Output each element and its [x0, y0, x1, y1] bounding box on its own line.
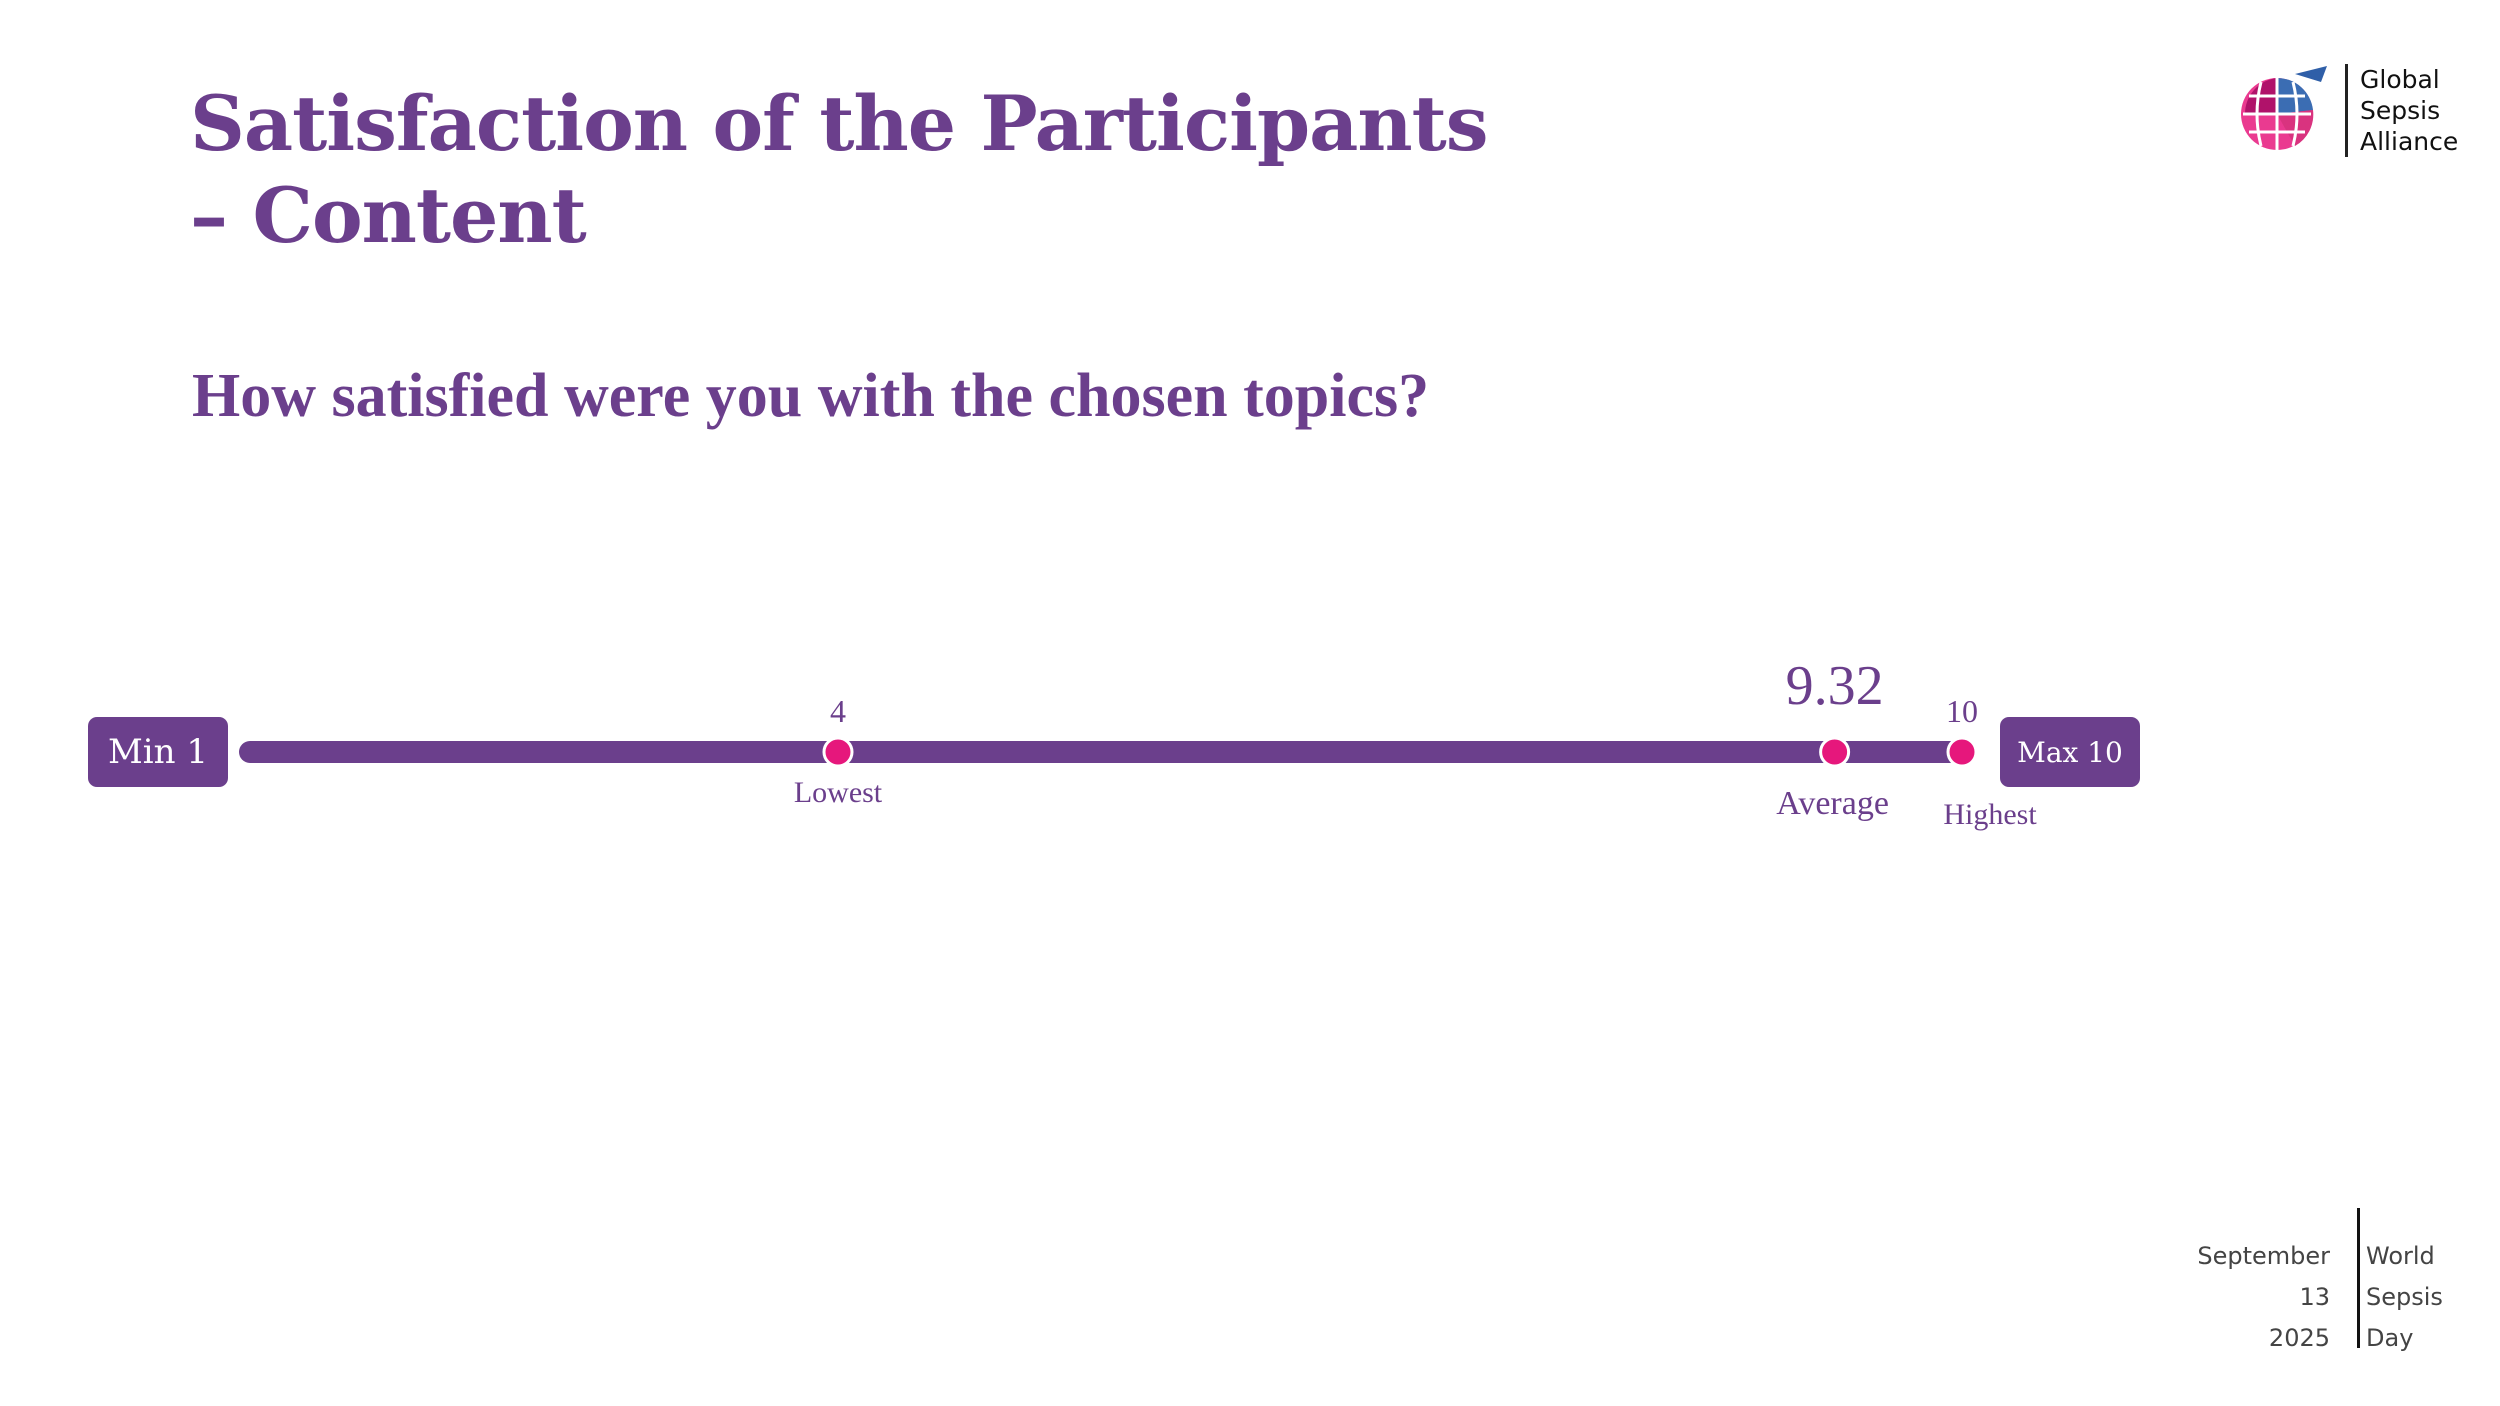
point-marker-highest — [1946, 736, 1978, 768]
footer-divider — [2357, 1208, 2360, 1348]
footer-event-word: World — [2366, 1242, 2435, 1270]
min-label-box — [88, 717, 228, 787]
point-name-average: Average — [1776, 785, 1889, 822]
point-marker-average — [1819, 736, 1851, 768]
footer-date-month: September — [2197, 1242, 2330, 1270]
point-marker-lowest — [822, 736, 854, 768]
footer-event-word: Sepsis — [2366, 1283, 2443, 1311]
footer-event-word: Day — [2366, 1324, 2414, 1352]
point-name-highest: Highest — [1943, 798, 2037, 831]
page-title: Satisfaction of the Participants – Conte… — [190, 79, 1489, 260]
max-label-text: Max 10 — [2017, 736, 2123, 769]
point-name-lowest: Lowest — [794, 776, 883, 809]
event-footer: September 13 2025 World Sepsis Day — [2180, 1208, 2480, 1352]
min-label-text: Min 1 — [108, 732, 208, 772]
max-label-box — [2000, 717, 2140, 787]
footer-date-day: 13 — [2299, 1283, 2330, 1311]
logo-text-line: Sepsis — [2360, 96, 2441, 125]
globe-icon — [2241, 66, 2327, 150]
survey-question: How satisfied were you with the chosen t… — [192, 362, 1430, 430]
global-sepsis-alliance-logo: Global Sepsis Alliance — [2235, 60, 2465, 160]
point-value-lowest: 4 — [830, 693, 846, 729]
logo-text-line: Alliance — [2360, 127, 2459, 156]
point-value-average: 9.32 — [1786, 655, 1884, 717]
point-value-highest: 10 — [1946, 693, 1978, 729]
footer-date-year: 2025 — [2268, 1324, 2330, 1352]
logo-text-line: Global — [2360, 65, 2440, 94]
